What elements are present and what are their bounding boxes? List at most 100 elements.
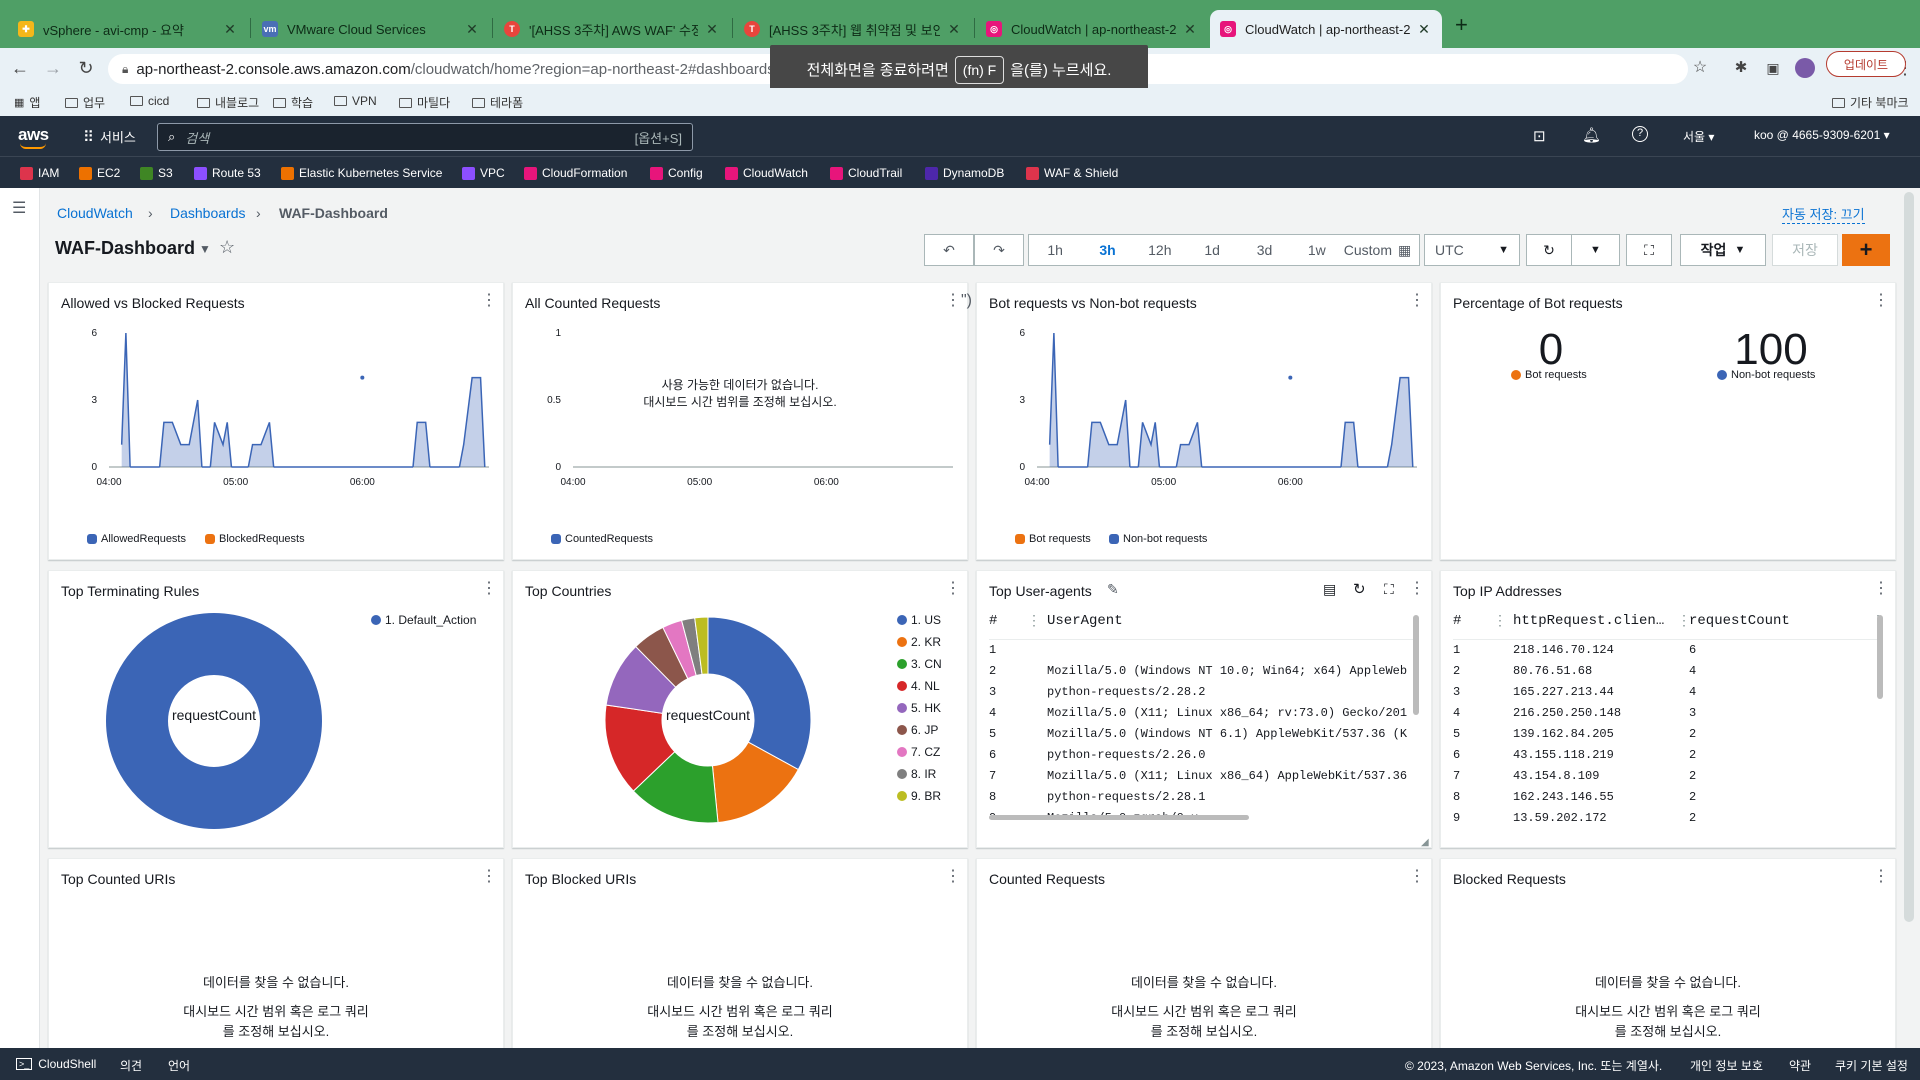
- region-selector[interactable]: 서울 ▾: [1683, 130, 1715, 144]
- browser-tab[interactable]: vm VMware Cloud Services ✕: [252, 10, 490, 48]
- new-tab-icon[interactable]: +: [1455, 12, 1468, 37]
- bookmark-folder[interactable]: 테라폼: [472, 94, 523, 111]
- close-tab-icon[interactable]: ✕: [948, 20, 960, 37]
- bookmark-folder[interactable]: 업무: [65, 94, 105, 111]
- legend-item[interactable]: 7. CZ: [897, 745, 940, 759]
- widget-menu-icon[interactable]: ⋮"): [945, 292, 973, 309]
- edit-pencil-icon[interactable]: ✎: [1107, 581, 1119, 597]
- close-tab-icon[interactable]: ✕: [706, 20, 718, 37]
- browser-tab[interactable]: T '[AHSS 3주차] AWS WAF' 수정하 ✕: [494, 10, 730, 48]
- widget-menu-icon[interactable]: ⋮: [1409, 868, 1425, 885]
- widget-menu-icon[interactable]: ⋮: [481, 580, 497, 597]
- close-tab-icon[interactable]: ✕: [1184, 20, 1196, 37]
- widget-menu-icon[interactable]: ⋮: [945, 868, 961, 885]
- refresh-button[interactable]: ↻: [1526, 234, 1572, 266]
- reload-icon[interactable]: ↻: [78, 58, 94, 78]
- favorite-iam[interactable]: IAM: [20, 166, 59, 180]
- notifications-bell-icon[interactable]: 🔔︎: [1582, 127, 1602, 144]
- other-bookmarks[interactable]: 기타 북마크: [1832, 94, 1909, 111]
- time-range-1h[interactable]: 1h: [1047, 242, 1063, 258]
- legend-item[interactable]: 1. Default_Action: [371, 613, 476, 627]
- side-panel-icon[interactable]: ▣: [1766, 60, 1780, 76]
- legend-item[interactable]: BlockedRequests: [205, 533, 305, 545]
- favorite-cloudtrail[interactable]: CloudTrail: [830, 166, 902, 180]
- bookmark-folder[interactable]: 학습: [273, 94, 313, 111]
- bookmark-folder[interactable]: 마틸다: [399, 94, 450, 111]
- hamburger-menu-icon[interactable]: ☰: [12, 200, 27, 217]
- refresh-interval-dropdown[interactable]: ▼: [1572, 234, 1620, 266]
- redo-button[interactable]: ↷: [974, 234, 1024, 266]
- page-scrollbar[interactable]: [1904, 192, 1914, 922]
- time-range-12h[interactable]: 12h: [1148, 242, 1172, 258]
- legend-item[interactable]: 4. NL: [897, 679, 940, 693]
- time-range-1w[interactable]: 1w: [1307, 242, 1326, 258]
- favorite-route53[interactable]: Route 53: [194, 166, 261, 180]
- terms-link[interactable]: 약관: [1789, 1059, 1812, 1073]
- bookmark-folder[interactable]: VPN: [334, 94, 377, 108]
- favorite-config[interactable]: Config: [650, 166, 703, 180]
- cloudshell-icon[interactable]: ⊡: [1533, 128, 1546, 145]
- browser-tab[interactable]: T [AHSS 3주차] 웹 취약점 및 보안 ✕: [734, 10, 972, 48]
- time-range-1d[interactable]: 1d: [1204, 242, 1220, 258]
- favorite-cloudwatch[interactable]: CloudWatch: [725, 166, 808, 180]
- search-input[interactable]: ⌕ 검색 [옵션+S]: [157, 123, 693, 151]
- profile-avatar[interactable]: [1795, 58, 1815, 78]
- favorite-cloudformation[interactable]: CloudFormation: [524, 166, 627, 180]
- undo-button[interactable]: ↶: [924, 234, 974, 266]
- bookmark-folder[interactable]: 내블로그: [197, 94, 259, 111]
- column-resizer[interactable]: ⋮: [1677, 614, 1691, 630]
- favorite-dynamodb[interactable]: DynamoDB: [925, 166, 1004, 180]
- favorite-eks[interactable]: Elastic Kubernetes Service: [281, 166, 442, 180]
- save-button[interactable]: 저장: [1772, 234, 1838, 266]
- legend-item[interactable]: AllowedRequests: [87, 533, 186, 545]
- browser-tab-active[interactable]: ◎ CloudWatch | ap-northeast-2 ✕: [1210, 10, 1442, 48]
- help-icon[interactable]: ?: [1632, 126, 1648, 142]
- favorite-waf[interactable]: WAF & Shield: [1026, 166, 1118, 180]
- favorite-star-icon[interactable]: ☆: [219, 237, 236, 257]
- bookmark-star-icon[interactable]: ☆: [1692, 59, 1708, 76]
- add-widget-button[interactable]: +: [1842, 234, 1890, 266]
- legend-item[interactable]: 2. KR: [897, 635, 941, 649]
- widget-menu-icon[interactable]: ⋮: [1409, 292, 1425, 309]
- legend-item[interactable]: 8. IR: [897, 767, 936, 781]
- legend-item[interactable]: 3. CN: [897, 657, 942, 671]
- widget-menu-icon[interactable]: ⋮: [1873, 292, 1889, 309]
- legend-item[interactable]: 6. JP: [897, 723, 938, 737]
- close-tab-icon[interactable]: ✕: [224, 20, 236, 37]
- services-menu[interactable]: ⠿ 서비스: [83, 128, 136, 146]
- refresh-icon[interactable]: ↻: [1353, 581, 1366, 598]
- widget-menu-icon[interactable]: ⋮: [481, 868, 497, 885]
- column-resizer[interactable]: ⋮: [1493, 614, 1507, 630]
- timezone-select[interactable]: UTC ▼: [1424, 234, 1520, 266]
- favorite-s3[interactable]: S3: [140, 166, 173, 180]
- widget-menu-icon[interactable]: ⋮: [1873, 580, 1889, 597]
- time-range-3h[interactable]: 3h: [1099, 242, 1116, 258]
- cookie-preferences-link[interactable]: 쿠키 기본 설정: [1835, 1059, 1908, 1073]
- autosave-toggle[interactable]: 자동 저장: 끄기: [1782, 204, 1865, 224]
- resize-handle-icon[interactable]: ◢: [1421, 837, 1429, 848]
- widget-menu-icon[interactable]: ⋮: [481, 292, 497, 309]
- cloudshell-button[interactable]: >_ CloudShell: [16, 1057, 96, 1071]
- widget-menu-icon[interactable]: ⋮: [1409, 580, 1425, 597]
- breadcrumb-cloudwatch[interactable]: CloudWatch: [57, 205, 133, 221]
- breadcrumb-dashboards[interactable]: Dashboards: [170, 205, 246, 221]
- widget-menu-icon[interactable]: ⋮: [1873, 868, 1889, 885]
- privacy-link[interactable]: 개인 정보 보호: [1690, 1059, 1763, 1073]
- bookmark-folder[interactable]: cicd: [130, 94, 169, 108]
- column-resizer[interactable]: ⋮: [1027, 614, 1041, 630]
- legend-item[interactable]: 5. HK: [897, 701, 941, 715]
- forward-icon[interactable]: →: [44, 58, 62, 78]
- legend-item[interactable]: CountedRequests: [551, 533, 653, 545]
- vertical-scrollbar[interactable]: [1413, 615, 1419, 715]
- caret-down-icon[interactable]: ▼: [199, 242, 211, 256]
- aws-logo[interactable]: aws: [18, 125, 49, 144]
- fullscreen-button[interactable]: ⛶: [1626, 234, 1672, 266]
- widget-menu-icon[interactable]: ⋮: [945, 580, 961, 597]
- language-link[interactable]: 언어: [168, 1059, 191, 1073]
- legend-item[interactable]: Non-bot requests: [1109, 533, 1207, 545]
- time-range-3d[interactable]: 3d: [1256, 242, 1273, 258]
- legend-item[interactable]: 1. US: [897, 613, 941, 627]
- browser-tab[interactable]: ✚ vSphere - avi-cmp - 요약 ✕: [8, 10, 248, 48]
- feedback-link[interactable]: 의견: [120, 1059, 143, 1073]
- export-document-icon[interactable]: ▤: [1323, 581, 1337, 597]
